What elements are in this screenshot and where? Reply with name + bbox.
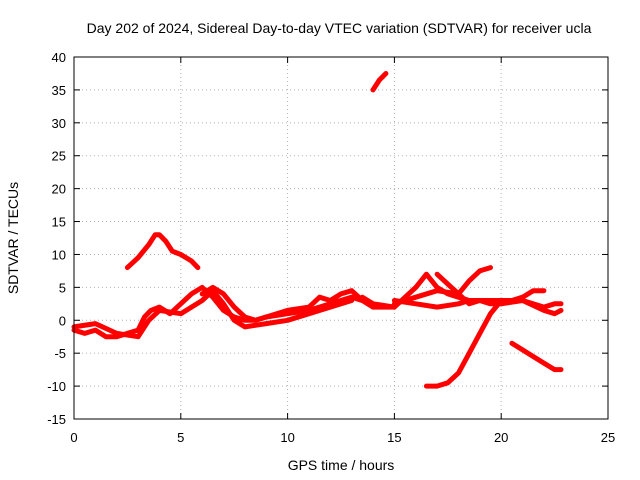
y-tick-label: 5 bbox=[59, 280, 66, 295]
x-tick-label: 5 bbox=[177, 430, 184, 445]
y-tick-label: 15 bbox=[52, 215, 66, 230]
y-tick-label: 10 bbox=[52, 247, 66, 262]
x-tick-label: 15 bbox=[387, 430, 401, 445]
series-line-11 bbox=[509, 340, 564, 373]
series-line-10 bbox=[423, 298, 504, 389]
series-line-2 bbox=[71, 288, 355, 340]
series-line-9 bbox=[434, 271, 564, 317]
y-tick-label: -5 bbox=[54, 346, 66, 361]
y-axis: -15 -10 -5 0 5 10 15 20 25 30 35 40 bbox=[47, 50, 608, 427]
y-tick-label: 0 bbox=[59, 313, 66, 328]
x-tick-label: 0 bbox=[70, 430, 77, 445]
y-tick-label: -10 bbox=[47, 379, 66, 394]
series-group bbox=[71, 71, 564, 389]
grid bbox=[74, 57, 608, 419]
series-line-1 bbox=[71, 284, 376, 340]
series-line-4 bbox=[370, 71, 389, 93]
y-tick-label: 30 bbox=[52, 116, 66, 131]
series-line-3 bbox=[124, 232, 201, 271]
series-line-5 bbox=[199, 284, 397, 323]
chart-title: Day 202 of 2024, Sidereal Day-to-day VTE… bbox=[87, 20, 592, 36]
x-tick-label: 10 bbox=[280, 430, 294, 445]
y-tick-label: 25 bbox=[52, 149, 66, 164]
x-tick-label: 25 bbox=[601, 430, 615, 445]
y-axis-label: SDTVAR / TECUs bbox=[5, 182, 21, 294]
x-axis-label: GPS time / hours bbox=[288, 457, 395, 473]
plot-frame bbox=[73, 56, 609, 420]
y-tick-label: 35 bbox=[52, 83, 66, 98]
x-axis: 0 5 10 15 20 25 bbox=[70, 57, 615, 445]
y-tick-label: -15 bbox=[47, 412, 66, 427]
y-tick-label: 20 bbox=[52, 182, 66, 197]
x-tick-label: 20 bbox=[494, 430, 508, 445]
y-tick-label: 40 bbox=[52, 50, 66, 65]
